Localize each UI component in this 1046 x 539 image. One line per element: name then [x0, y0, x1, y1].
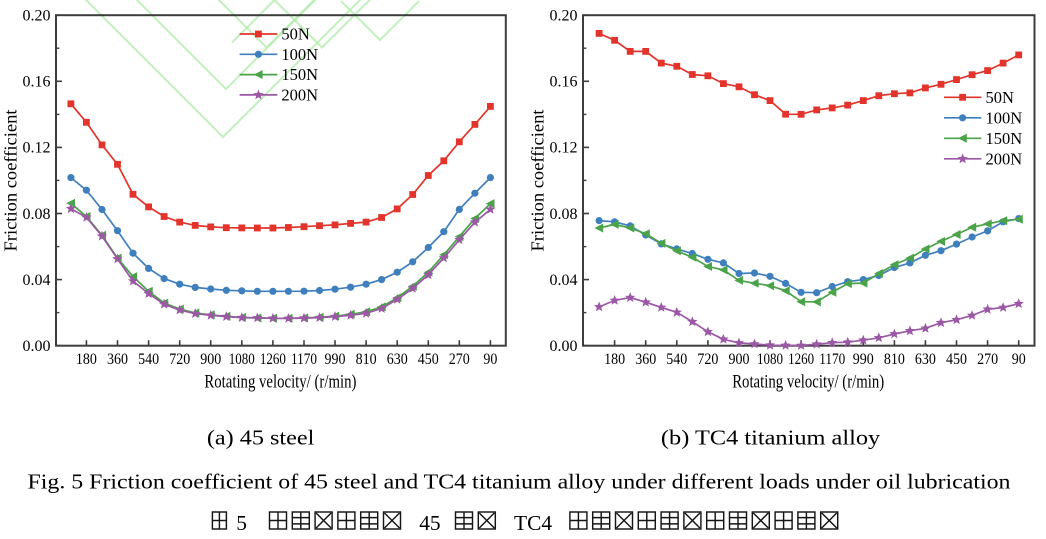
svg-text:270: 270	[977, 351, 998, 368]
svg-text:90: 90	[483, 351, 497, 368]
svg-text:Rotating velocity/ (r/min): Rotating velocity/ (r/min)	[204, 373, 356, 393]
svg-text:0.16: 0.16	[23, 74, 51, 91]
svg-text:720: 720	[169, 351, 190, 368]
svg-text:450: 450	[946, 351, 967, 368]
svg-text:990: 990	[325, 351, 346, 368]
svg-text:Friction coefficient: Friction coefficient	[528, 109, 548, 251]
svg-text:0.00: 0.00	[23, 338, 51, 355]
svg-text:(b) TC4 titanium alloy: (b) TC4 titanium alloy	[661, 426, 881, 450]
svg-text:1170: 1170	[291, 351, 317, 368]
svg-text:Friction coefficient: Friction coefficient	[1, 109, 21, 251]
svg-text:Fig. 5 Friction coefficient of: Fig. 5 Friction coefficient of 45 steel …	[28, 470, 1011, 494]
svg-text:0.08: 0.08	[550, 206, 578, 223]
svg-text:630: 630	[915, 351, 936, 368]
svg-text:(a) 45 steel: (a) 45 steel	[207, 426, 315, 450]
svg-text:1260: 1260	[260, 351, 286, 368]
svg-text:540: 540	[666, 351, 687, 368]
svg-text:630: 630	[387, 351, 408, 368]
svg-text:1080: 1080	[229, 351, 255, 368]
svg-text:180: 180	[604, 351, 625, 368]
svg-text:900: 900	[729, 351, 750, 368]
svg-text:360: 360	[107, 351, 128, 368]
svg-text:270: 270	[449, 351, 470, 368]
svg-text:540: 540	[138, 351, 159, 368]
svg-text:1260: 1260	[788, 351, 814, 368]
svg-text:360: 360	[635, 351, 656, 368]
svg-text:0.04: 0.04	[23, 272, 51, 289]
svg-text:200N: 200N	[281, 86, 318, 105]
svg-text:0.12: 0.12	[23, 140, 51, 157]
svg-text:0.20: 0.20	[550, 8, 578, 25]
svg-text:0.08: 0.08	[23, 206, 51, 223]
svg-text:180: 180	[76, 351, 97, 368]
svg-text:450: 450	[418, 351, 439, 368]
svg-text:200N: 200N	[986, 149, 1023, 168]
svg-text:0.04: 0.04	[550, 272, 578, 289]
svg-text:Rotating velocity/ (r/min): Rotating velocity/ (r/min)	[732, 373, 884, 393]
svg-text:150N: 150N	[281, 65, 318, 84]
svg-text:0.12: 0.12	[550, 140, 578, 157]
svg-text:100N: 100N	[281, 45, 318, 64]
svg-text:990: 990	[853, 351, 874, 368]
svg-text:150N: 150N	[986, 129, 1023, 148]
svg-text:1170: 1170	[819, 351, 845, 368]
svg-text:45: 45	[419, 511, 440, 535]
svg-text:720: 720	[697, 351, 718, 368]
svg-text:0.20: 0.20	[23, 8, 51, 25]
svg-text:100N: 100N	[986, 108, 1023, 127]
svg-text:5: 5	[236, 511, 247, 535]
svg-text:50N: 50N	[281, 25, 310, 44]
svg-text:0.00: 0.00	[550, 338, 578, 355]
svg-text:0.16: 0.16	[550, 74, 578, 91]
svg-text:810: 810	[356, 351, 377, 368]
svg-text:810: 810	[884, 351, 905, 368]
svg-text:TC4: TC4	[514, 511, 552, 535]
svg-text:50N: 50N	[986, 88, 1015, 107]
svg-text:1080: 1080	[757, 351, 783, 368]
svg-text:90: 90	[1012, 351, 1026, 368]
svg-text:900: 900	[200, 351, 221, 368]
